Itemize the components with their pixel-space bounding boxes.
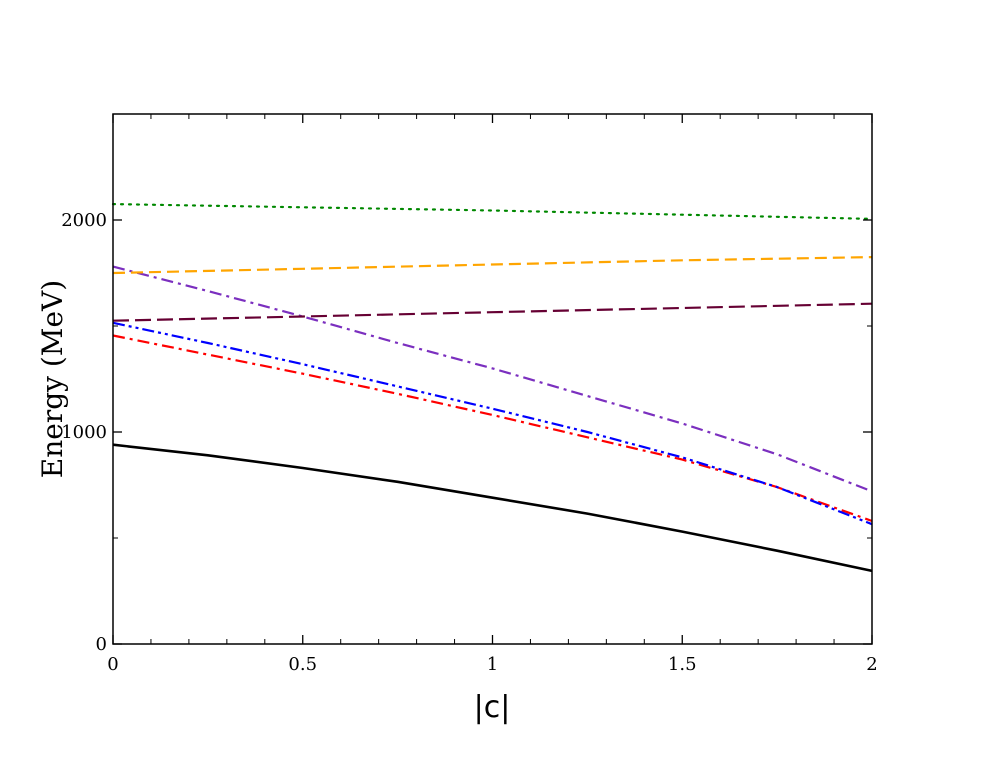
series-line-6 xyxy=(112,256,873,275)
x-tick-label: 2 xyxy=(866,654,877,675)
series-line-2 xyxy=(112,334,873,523)
series-line-5 xyxy=(112,302,873,322)
x-tick-label: 1 xyxy=(487,654,498,675)
series-line-4 xyxy=(112,265,873,493)
series-line-3 xyxy=(112,321,873,526)
x-tick-label: 0.5 xyxy=(288,654,317,675)
series-layer xyxy=(111,203,874,573)
y-axis-label: Energy (MeV) xyxy=(36,280,69,478)
y-tick-label: 0 xyxy=(96,634,107,655)
plot-frame xyxy=(112,113,873,645)
series-line-1 xyxy=(112,443,873,573)
x-axis-label: |c| xyxy=(474,690,511,725)
axes-layer: 0 0.5 1 1.5 2 0 1000 2000 xyxy=(61,114,878,675)
x-tick-label: 0 xyxy=(107,654,118,675)
x-tick-label: 1.5 xyxy=(668,654,697,675)
series-line-7 xyxy=(111,203,874,220)
y-tick-label: 1000 xyxy=(61,422,107,443)
y-tick-label: 2000 xyxy=(61,210,107,231)
